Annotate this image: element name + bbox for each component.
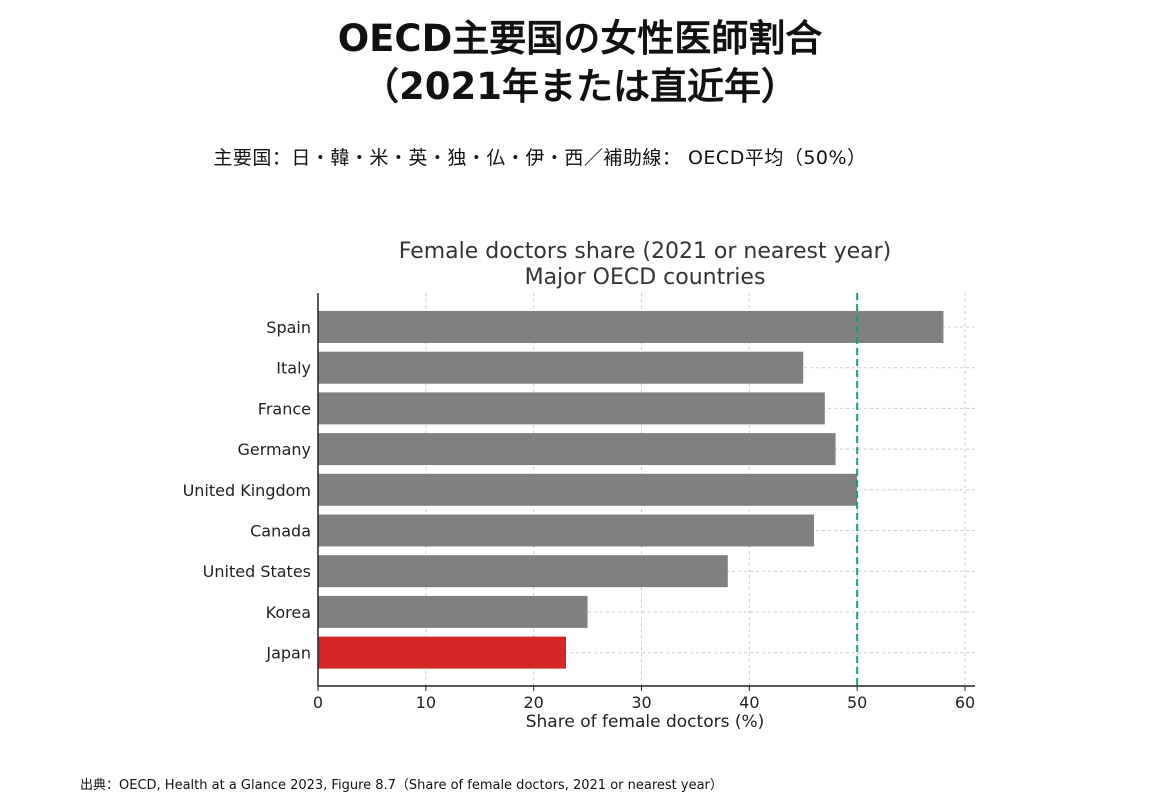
bar-korea — [318, 595, 588, 628]
y-tick-label-united-kingdom: United Kingdom — [183, 481, 311, 500]
y-tick-label-united-states: United States — [203, 562, 311, 581]
y-tick-label-korea: Korea — [266, 603, 311, 622]
bar-japan — [318, 636, 567, 669]
bar-canada — [318, 514, 815, 547]
bar-france — [318, 392, 825, 425]
text-layer: Female doctors share (2021 or nearest ye… — [183, 239, 976, 732]
page-title: OECD主要国の女性医師割合 — [337, 17, 823, 60]
bar-layer — [318, 311, 944, 669]
bar-spain — [318, 311, 944, 343]
source-note: 出典：OECD, Health at a Glance 2023, Figure… — [80, 778, 723, 793]
x-tick-label-0: 0 — [313, 693, 323, 712]
x-tick-label-40: 40 — [739, 693, 759, 712]
chart-subtitle: Major OECD countries — [525, 265, 766, 290]
chart-container: Female doctors share (2021 or nearest ye… — [0, 225, 1160, 745]
y-tick-label-canada: Canada — [250, 522, 311, 541]
bar-chart: Female doctors share (2021 or nearest ye… — [183, 239, 976, 732]
bar-germany — [318, 433, 836, 466]
page-subtitle: 主要国：日・韓・米・英・独・仏・伊・西／補助線： OECD平均（50%） — [213, 147, 867, 169]
x-tick-label-60: 60 — [955, 693, 975, 712]
x-axis-label: Share of female doctors (%) — [526, 712, 765, 732]
y-tick-label-italy: Italy — [276, 359, 311, 378]
bar-united-kingdom — [318, 473, 858, 506]
bar-united-states — [318, 555, 728, 588]
y-tick-label-germany: Germany — [237, 440, 311, 459]
x-tick-label-20: 20 — [523, 693, 543, 712]
y-tick-label-spain: Spain — [266, 318, 311, 337]
y-tick-label-france: France — [258, 399, 311, 418]
chart-title: Female doctors share (2021 or nearest ye… — [399, 239, 892, 264]
bar-italy — [318, 351, 804, 384]
page-title-period: （2021年または直近年） — [362, 65, 798, 108]
y-tick-label-japan: Japan — [265, 644, 311, 663]
x-tick-label-30: 30 — [631, 693, 651, 712]
axis-layer — [317, 293, 975, 691]
x-tick-label-50: 50 — [847, 693, 867, 712]
x-tick-label-10: 10 — [416, 693, 436, 712]
